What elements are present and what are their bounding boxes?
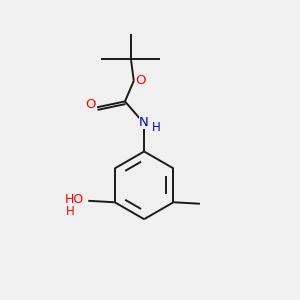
Text: O: O bbox=[135, 74, 146, 87]
Text: H: H bbox=[66, 206, 74, 218]
Text: O: O bbox=[85, 98, 96, 111]
Text: HO: HO bbox=[64, 193, 84, 206]
Text: H: H bbox=[152, 121, 161, 134]
Text: N: N bbox=[139, 116, 149, 128]
